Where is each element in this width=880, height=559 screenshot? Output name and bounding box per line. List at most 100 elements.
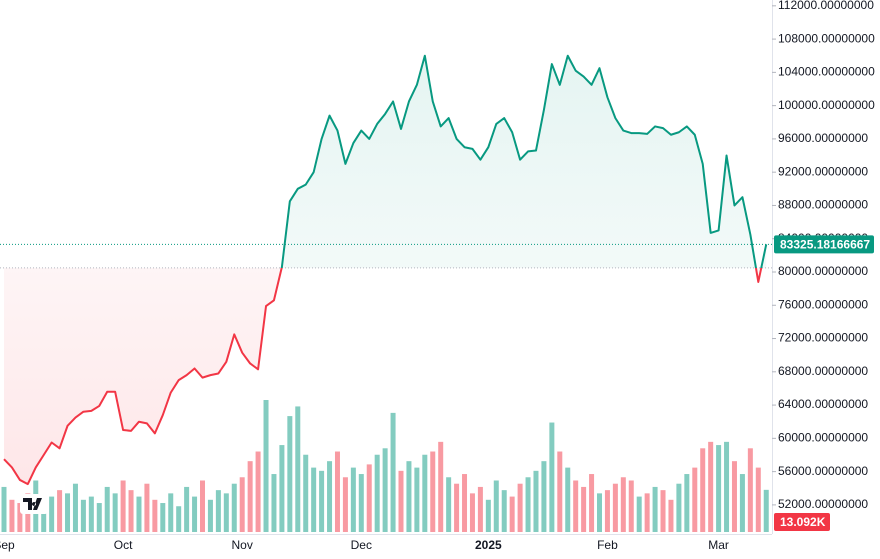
- volume-bar: [716, 445, 722, 532]
- y-tick-label: 64000.00000000: [778, 397, 868, 411]
- volume-bar: [271, 474, 277, 532]
- volume-bar: [692, 467, 698, 532]
- volume-bar: [374, 454, 380, 532]
- volume-bar: [192, 496, 198, 532]
- volume-bar: [350, 467, 356, 532]
- y-tick-label: 88000.00000000: [778, 198, 868, 212]
- volume-bar: [644, 493, 650, 532]
- volume-bar: [120, 480, 126, 532]
- volume-bar: [406, 461, 412, 532]
- x-tick-label: Sep: [0, 538, 15, 552]
- volume-bar: [184, 486, 190, 532]
- volume-bar: [509, 496, 515, 532]
- volume-bar: [239, 477, 245, 532]
- volume-bar: [358, 474, 364, 532]
- volume-bar: [334, 451, 340, 532]
- volume-bar: [9, 499, 15, 532]
- volume-bar: [231, 483, 237, 532]
- volume-bar: [700, 448, 706, 532]
- volume-bar: [724, 441, 730, 532]
- volume-bar: [731, 461, 737, 532]
- volume-bar: [57, 490, 63, 532]
- volume-bar: [660, 490, 666, 532]
- volume-bar: [160, 503, 166, 532]
- volume-bar: [549, 422, 555, 532]
- volume-bar: [255, 451, 261, 532]
- y-tick-label: 96000.00000000: [778, 131, 868, 145]
- volume-bar: [17, 503, 23, 532]
- volume-bar: [477, 486, 483, 532]
- volume-bar: [287, 416, 293, 532]
- x-tick-label: Oct: [114, 538, 133, 552]
- volume-bar: [152, 499, 158, 532]
- volume-bar: [747, 448, 753, 532]
- volume-bar: [485, 499, 491, 532]
- volume-bar: [636, 496, 642, 532]
- volume-bar: [215, 490, 221, 532]
- volume-bar: [390, 412, 396, 532]
- volume-bar: [104, 486, 110, 532]
- volume-bar: [327, 461, 333, 532]
- volume-bar: [247, 461, 253, 532]
- y-tick-label: 108000.00000000: [778, 31, 875, 45]
- baseline-area: [4, 55, 767, 485]
- volume-bar: [628, 480, 634, 532]
- volume-bar: [565, 467, 571, 532]
- volume-bar: [454, 483, 460, 532]
- volume-bar: [342, 477, 348, 532]
- x-tick-label: Feb: [597, 538, 618, 552]
- volume-bar: [207, 499, 213, 532]
- volume-bar: [168, 493, 174, 532]
- y-tick-label: 72000.00000000: [778, 331, 868, 345]
- volume-bar: [620, 477, 626, 532]
- volume-bar: [501, 490, 507, 532]
- volume-bar: [41, 506, 47, 532]
- volume-bar: [612, 483, 618, 532]
- volume-bar: [49, 496, 55, 532]
- volume-bar: [533, 470, 539, 532]
- volume-bar: [739, 474, 745, 532]
- y-tick-label: 104000.00000000: [778, 65, 875, 79]
- volume-bar: [755, 467, 761, 532]
- volume-bar: [597, 493, 602, 532]
- volume-bar: [469, 493, 475, 532]
- last-price-box: [774, 235, 874, 254]
- price-line: [3, 54, 768, 486]
- y-tick-label: 100000.00000000: [778, 98, 875, 112]
- logo-mark: [23, 498, 42, 510]
- volume-bar: [96, 503, 102, 532]
- volume-bar: [65, 493, 71, 532]
- volume-bar: [303, 454, 309, 532]
- volume-bar: [652, 486, 658, 532]
- volume-bar: [311, 467, 317, 532]
- volume-bar: [541, 461, 547, 532]
- volume-bar: [88, 496, 94, 532]
- volume-bar: [557, 451, 563, 532]
- volume-bar: [422, 454, 428, 532]
- x-tick-label: Mar: [708, 538, 729, 552]
- volume-bar: [573, 480, 579, 532]
- volume-bar: [462, 474, 468, 532]
- volume-bar: [708, 441, 714, 532]
- volume-bar: [279, 445, 285, 532]
- volume-bar: [366, 464, 372, 532]
- y-tick-label: 80000.00000000: [778, 264, 868, 278]
- volume-bar: [604, 490, 610, 532]
- volume-bar: [144, 483, 150, 532]
- volume-bar: [398, 470, 404, 532]
- y-tick-label: 60000.00000000: [778, 431, 868, 445]
- volume-bar: [200, 480, 205, 532]
- x-tick-label: Dec: [351, 538, 372, 552]
- volume-bar: [223, 493, 229, 532]
- volume-bar: [430, 451, 436, 532]
- volume-bar: [493, 480, 499, 532]
- volume-bar: [112, 493, 118, 532]
- logo: [20, 494, 48, 514]
- volume-bar: [136, 496, 142, 532]
- volume-bar: [319, 470, 325, 532]
- x-tick-label: Nov: [232, 538, 253, 552]
- volume-bar: [382, 448, 388, 532]
- volume-bar: [581, 486, 587, 532]
- volume-bar: [263, 400, 269, 532]
